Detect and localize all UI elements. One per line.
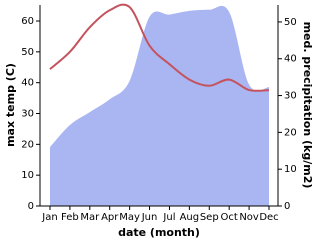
y-tick-label: 50 bbox=[21, 47, 34, 58]
y2-tick-label: 20 bbox=[284, 127, 297, 138]
x-tick-label: Nov bbox=[239, 212, 259, 223]
y2-axis-label: med. precipitation (kg/m2) bbox=[301, 22, 314, 189]
x-tick-label: Mar bbox=[80, 212, 100, 223]
y-axis-label: max temp (C) bbox=[4, 63, 17, 147]
y2-tick-label: 10 bbox=[284, 164, 297, 175]
x-tick-label: Aug bbox=[180, 212, 200, 223]
y2-tick-label: 40 bbox=[284, 54, 297, 65]
y2-tick-label: 30 bbox=[284, 91, 297, 102]
x-tick-label: May bbox=[119, 212, 140, 223]
y-tick-label: 60 bbox=[21, 16, 34, 27]
y-tick-label: 20 bbox=[21, 139, 34, 150]
x-tick-label: Jan bbox=[41, 212, 57, 223]
x-tick-label: Oct bbox=[221, 212, 238, 223]
x-axis-label: date (month) bbox=[118, 226, 200, 239]
precipitation-area bbox=[50, 5, 269, 207]
y-tick-label: 0 bbox=[28, 201, 34, 212]
x-tick-label: Jun bbox=[141, 212, 158, 223]
y2-tick-label: 0 bbox=[284, 201, 290, 212]
x-tick-label: Feb bbox=[61, 212, 79, 223]
x-tick-label: Dec bbox=[259, 212, 278, 223]
x-tick-label: Apr bbox=[101, 212, 119, 223]
y-tick-label: 10 bbox=[21, 170, 34, 181]
y-tick-label: 30 bbox=[21, 109, 34, 120]
y2-tick-label: 50 bbox=[284, 17, 297, 28]
x-tick-label: Sep bbox=[200, 212, 219, 223]
temperature-line bbox=[49, 3, 270, 92]
y-tick-label: 40 bbox=[21, 78, 34, 89]
x-tick-label: Jul bbox=[162, 212, 175, 223]
